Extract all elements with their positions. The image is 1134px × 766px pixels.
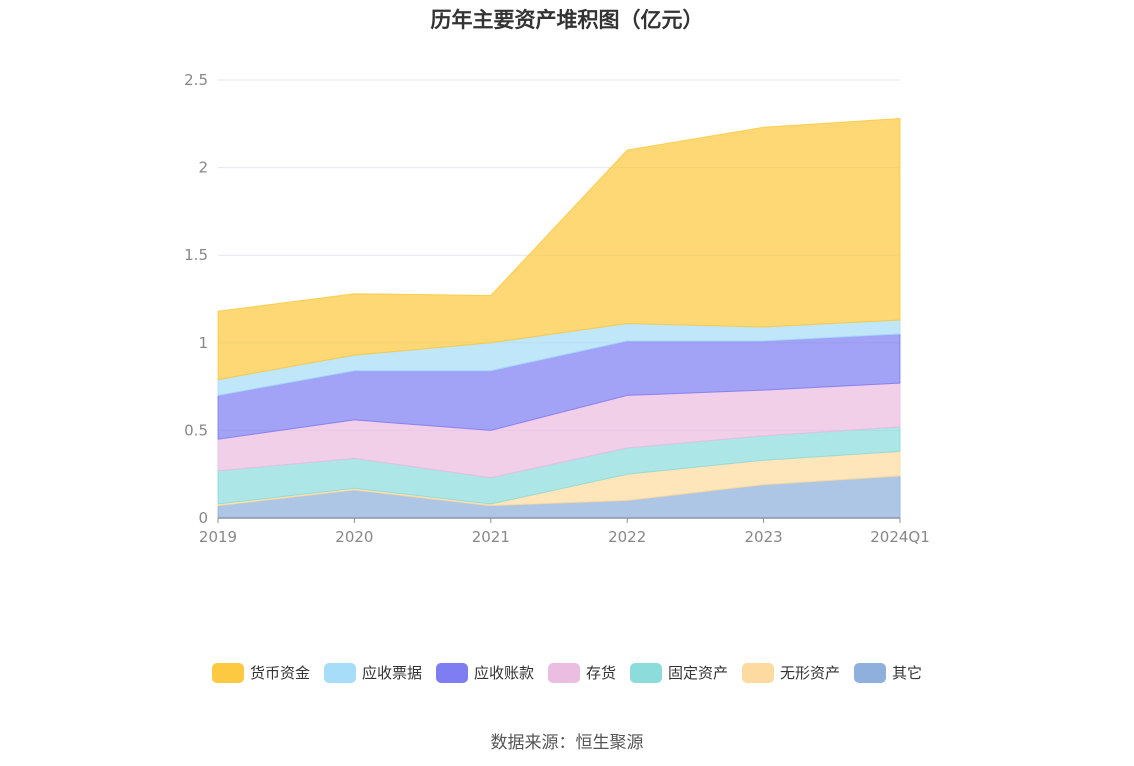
legend-label: 无形资产 — [780, 664, 841, 682]
legend: 货币资金 应收票据 应收账款 存货 固定资产 无形资产 其它 — [0, 662, 1134, 683]
y-tick-label: 2 — [198, 159, 208, 177]
chart-title: 历年主要资产堆积图（亿元） — [430, 8, 704, 32]
x-tick-label: 2023 — [745, 528, 783, 546]
legend-label: 固定资产 — [668, 664, 729, 682]
legend-label: 应收票据 — [361, 664, 422, 682]
legend-label: 货币资金 — [249, 664, 310, 682]
legend-label: 应收账款 — [473, 664, 534, 682]
legend-swatch — [323, 662, 356, 683]
legend-swatch — [742, 662, 775, 683]
legend-item[interactable]: 固定资产 — [630, 662, 728, 683]
stacked-area-chart: 0 0.5 1 1.5 2 2.5 2019 2020 2021 2022 2023 2024Q1 — [184, 71, 930, 546]
x-tick-label: 2024Q1 — [870, 528, 930, 546]
legend-item[interactable]: 存货 — [547, 662, 616, 683]
legend-swatch — [435, 662, 468, 683]
y-tick-label: 0.5 — [184, 421, 208, 439]
area-series — [217, 117, 901, 519]
legend-item[interactable]: 应收票据 — [323, 662, 422, 683]
legend-swatch — [630, 662, 662, 683]
legend-item[interactable]: 货币资金 — [211, 662, 310, 683]
y-tick-label: 0 — [198, 509, 208, 527]
legend-label: 其它 — [892, 664, 923, 682]
x-tick-label: 2021 — [472, 528, 510, 546]
x-tick-label: 2020 — [335, 528, 373, 546]
y-tick-label: 1.5 — [184, 246, 208, 264]
data-source: 数据来源：恒生聚源 — [490, 733, 644, 753]
y-tick-label: 2.5 — [184, 71, 208, 89]
y-tick-label: 1 — [198, 334, 208, 352]
legend-item[interactable]: 无形资产 — [742, 662, 840, 683]
legend-swatch — [547, 662, 580, 683]
x-tick-label: 2019 — [199, 528, 237, 546]
legend-item[interactable]: 应收账款 — [435, 662, 534, 683]
legend-item[interactable]: 其它 — [854, 662, 922, 683]
area-货币资金 — [217, 117, 901, 381]
legend-swatch — [211, 662, 244, 683]
axes: 0 0.5 1 1.5 2 2.5 2019 2020 2021 2022 2023 2024Q1 — [184, 71, 930, 546]
legend-label: 存货 — [585, 664, 616, 682]
x-tick-label: 2022 — [608, 528, 646, 546]
legend-swatch — [854, 662, 887, 683]
